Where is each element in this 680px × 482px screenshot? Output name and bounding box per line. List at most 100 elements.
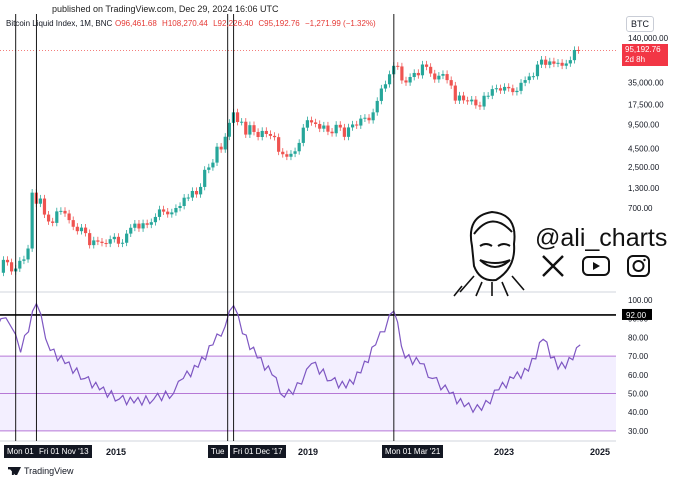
candle-body [203, 169, 207, 187]
instagram-icon [627, 255, 650, 277]
candle-body [55, 211, 59, 223]
candle-body [474, 99, 478, 106]
candle-body [104, 243, 108, 245]
currency-button[interactable]: BTC [626, 16, 654, 32]
candle-body [371, 112, 375, 121]
candle-body [285, 154, 289, 157]
candle-body [564, 63, 568, 66]
price-tick-label: 700.00 [628, 204, 653, 213]
rsi-tick-label: 60.00 [628, 371, 649, 380]
candle-body [424, 64, 429, 67]
candle-body [461, 95, 466, 101]
candle-body [515, 90, 519, 93]
symbol-title: Bitcoin Liquid Index, 1M, BNC [6, 19, 113, 28]
candle-body [309, 120, 314, 123]
published-label: published on TradingView.com, Dec 29, 20… [52, 4, 279, 14]
candle-body [334, 124, 338, 134]
candle-body [342, 127, 346, 137]
candle-body [478, 105, 482, 107]
x-icon [542, 255, 564, 277]
candle-body [355, 124, 359, 126]
candle-body [359, 118, 363, 126]
candle-body [560, 62, 564, 66]
candle-body [408, 77, 412, 83]
candle-body [129, 227, 133, 234]
rsi-threshold-label: 92.00 [626, 311, 647, 320]
candle-body [96, 240, 100, 242]
candle-body [535, 64, 540, 77]
ohlc-readout: O96,461.68 H108,270.44 L92,226.40 C95,19… [115, 19, 379, 28]
candle-body [433, 73, 437, 80]
candle-body [219, 146, 223, 150]
x-tick-label: 2025 [590, 447, 611, 457]
candle-body [552, 61, 556, 64]
candle-body [256, 131, 260, 137]
candle-body [260, 130, 264, 137]
candle-body [190, 190, 194, 198]
time-flag-5: Mon 01 Mar '21 [382, 445, 444, 458]
candle-body [507, 86, 511, 89]
candle-body [503, 86, 507, 91]
candle-body [363, 117, 367, 119]
candle-body [437, 75, 441, 80]
candle-body [338, 124, 342, 128]
candle-body [153, 216, 157, 223]
candle-body [182, 197, 186, 207]
candle-body [162, 209, 166, 212]
candle-body [268, 133, 273, 136]
candle-body [264, 130, 268, 134]
candle-body [215, 146, 219, 163]
rsi-tick-label: 40.00 [628, 408, 649, 417]
time-flag-4: Fri 01 Dec '17 [230, 445, 286, 458]
candle-body [293, 151, 297, 154]
candle-body [178, 206, 182, 208]
rsi-threshold-tag [622, 308, 652, 320]
price-tick-label: 2,500.00 [628, 163, 660, 172]
candle-body [490, 89, 494, 96]
price-tick-label: 17,500.00 [628, 101, 664, 110]
candle-body [367, 117, 371, 121]
candle-body [51, 221, 55, 223]
candle-body [10, 262, 14, 272]
candle-body [137, 223, 141, 229]
caricature-logo [453, 210, 525, 297]
candle-body [445, 74, 449, 81]
candle-body [38, 198, 42, 204]
candle-body [116, 236, 121, 244]
candle-body [277, 137, 281, 152]
candle-body [166, 211, 170, 215]
candle-body [186, 197, 190, 199]
candle-body [544, 59, 548, 65]
candle-body [466, 100, 470, 102]
tradingview-logo: TradingView [8, 466, 74, 476]
candle-body [194, 190, 199, 195]
last-price-tag: 95,192.76 2d 8h [622, 44, 668, 66]
candle-body [198, 186, 203, 195]
price-tick-label: 140,000.00 [628, 34, 669, 43]
candle-body [88, 233, 92, 246]
candle-body [314, 122, 318, 124]
x-tick-label: 2023 [494, 447, 515, 457]
candle-body [289, 153, 293, 157]
candle-body [383, 84, 388, 89]
rsi-tick-label: 100.00 [628, 296, 653, 305]
candle-body [223, 136, 227, 150]
x-tick-label: 2015 [106, 447, 127, 457]
candle-body [170, 212, 174, 215]
candle-body [494, 88, 498, 90]
candle-body [22, 259, 26, 261]
candle-body [248, 125, 252, 135]
candle-body [420, 64, 425, 76]
candle-body [531, 76, 535, 78]
candle-body [379, 88, 383, 101]
time-flag-3: Tue [208, 445, 228, 458]
candle-body [305, 120, 310, 128]
candle-body [568, 60, 572, 64]
candle-body [523, 80, 527, 83]
candle-body [326, 125, 330, 132]
candle-body [457, 95, 462, 101]
candle-body [46, 214, 51, 222]
candle-body [404, 80, 408, 83]
candle-body [387, 74, 392, 85]
candle-body [412, 72, 416, 78]
